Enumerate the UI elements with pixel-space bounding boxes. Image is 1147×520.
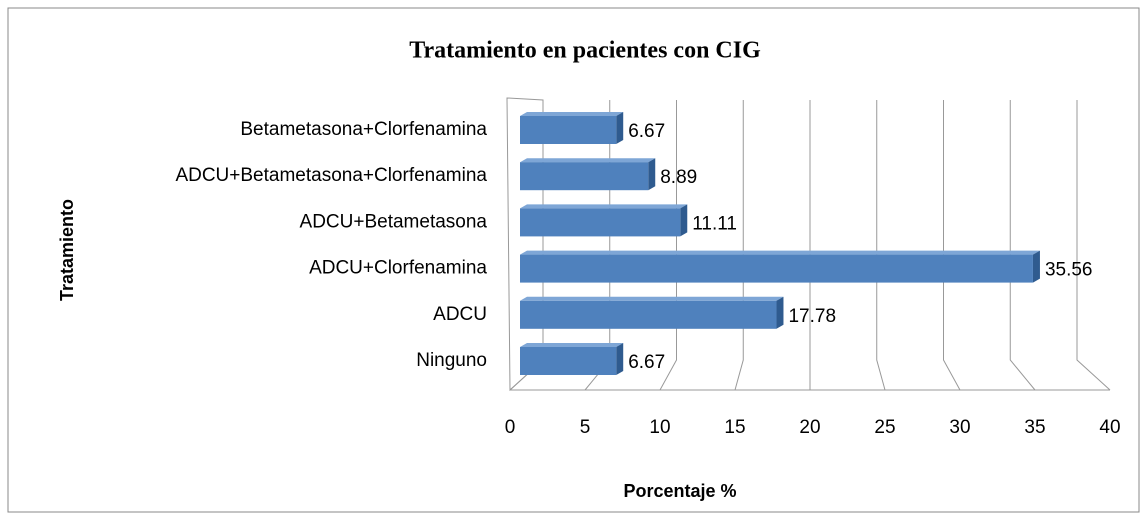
bar bbox=[520, 254, 1033, 283]
x-tick-label: 0 bbox=[505, 417, 516, 438]
x-tick-label: 10 bbox=[649, 417, 670, 438]
bar bbox=[520, 162, 649, 191]
y-tick-label: ADCU+Clorfenamina bbox=[309, 258, 487, 279]
bar-top bbox=[520, 250, 1040, 255]
bar-top bbox=[520, 296, 784, 301]
x-tick-label: 5 bbox=[580, 417, 591, 438]
y-axis-title: Tratamiento bbox=[57, 199, 77, 301]
y-tick-label: Betametasona+Clorfenamina bbox=[240, 119, 487, 140]
bar-top bbox=[520, 343, 624, 347]
bar-side bbox=[1032, 250, 1040, 283]
x-tick-label: 15 bbox=[724, 417, 745, 438]
chart-title: Tratamiento en pacientes con CIG bbox=[409, 38, 761, 64]
bar-side bbox=[776, 296, 784, 329]
bar-side bbox=[680, 204, 688, 237]
data-label: 6.67 bbox=[628, 121, 665, 142]
grid-line bbox=[1076, 100, 1111, 391]
y-tick-label: ADCU bbox=[433, 304, 487, 325]
bar-top bbox=[520, 112, 624, 116]
x-tick-label: 30 bbox=[949, 417, 970, 438]
bar-side bbox=[616, 343, 624, 375]
data-label: 17.78 bbox=[788, 306, 836, 327]
grid-line bbox=[943, 100, 961, 391]
bar bbox=[520, 347, 617, 375]
data-label: 35.56 bbox=[1045, 260, 1093, 281]
grid-line bbox=[876, 100, 886, 391]
grid-line bbox=[659, 100, 677, 391]
y-tick-label: Ninguno bbox=[416, 350, 487, 371]
grid-line bbox=[1009, 100, 1036, 391]
x-axis-title: Porcentaje % bbox=[623, 481, 736, 501]
bar-top bbox=[520, 158, 656, 163]
bar-side bbox=[648, 158, 656, 191]
grid-line bbox=[734, 100, 744, 391]
data-label: 6.67 bbox=[628, 352, 665, 373]
x-tick-label: 35 bbox=[1024, 417, 1045, 438]
data-label: 8.89 bbox=[660, 167, 697, 188]
bar bbox=[520, 300, 777, 329]
bar-top bbox=[520, 204, 688, 209]
bar bbox=[520, 208, 681, 237]
bar-side bbox=[616, 112, 624, 144]
x-tick-label: 25 bbox=[874, 417, 895, 438]
x-tick-label: 20 bbox=[799, 417, 820, 438]
bar bbox=[520, 116, 617, 144]
y-tick-label: ADCU+Betametasona bbox=[300, 211, 488, 232]
x-tick-label: 40 bbox=[1099, 417, 1120, 438]
y-tick-label: ADCU+Betametasona+Clorfenamina bbox=[175, 165, 487, 186]
data-label: 11.11 bbox=[692, 213, 737, 234]
